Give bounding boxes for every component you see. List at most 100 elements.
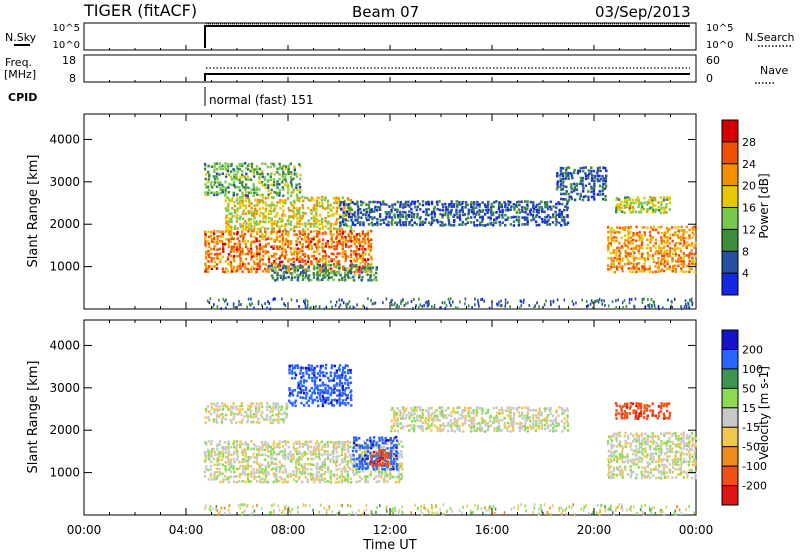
range-cell <box>344 245 348 248</box>
range-cell <box>264 183 267 186</box>
range-cell <box>288 371 291 375</box>
range-cell <box>347 267 350 270</box>
range-cell <box>205 186 208 189</box>
range-cell <box>355 245 358 248</box>
range-cell <box>392 475 395 479</box>
speckle-cell <box>304 298 307 302</box>
range-cell <box>284 250 288 254</box>
speckle-cell <box>323 307 326 311</box>
range-cell <box>306 468 309 471</box>
range-cell <box>216 453 219 456</box>
range-cell <box>238 264 241 268</box>
range-cell <box>310 262 313 266</box>
range-cell <box>607 257 610 260</box>
range-cell <box>330 269 333 272</box>
range-cell <box>218 450 221 454</box>
range-cell <box>663 244 666 248</box>
range-cell <box>380 452 384 455</box>
range-cell <box>268 267 271 270</box>
range-cell <box>230 225 233 229</box>
range-cell <box>526 411 529 415</box>
range-cell <box>340 470 343 473</box>
range-cell <box>571 176 574 180</box>
speckle-cell <box>354 306 356 310</box>
range-cell <box>424 421 428 425</box>
range-cell <box>544 215 547 219</box>
range-cell <box>615 437 618 440</box>
range-cell <box>235 248 238 251</box>
range-cell <box>338 206 341 210</box>
range-cell <box>233 185 237 189</box>
range-cell <box>247 186 250 190</box>
range-cell <box>397 475 401 479</box>
range-cell <box>324 271 327 274</box>
range-cell <box>218 247 222 251</box>
range-cell <box>410 207 413 211</box>
speckle-cell <box>654 306 657 310</box>
range-cell <box>327 402 330 405</box>
range-cell <box>397 467 401 471</box>
range-cell <box>240 421 244 424</box>
range-cell <box>315 475 318 479</box>
range-cell <box>295 233 298 236</box>
range-cell <box>293 201 296 204</box>
range-cell <box>386 447 389 450</box>
range-cell <box>239 250 242 254</box>
range-cell <box>293 229 296 233</box>
range-cell <box>373 200 376 204</box>
range-cell <box>224 191 227 195</box>
range-cell <box>407 203 410 207</box>
range-cell <box>289 475 293 478</box>
range-cell <box>660 259 663 263</box>
range-cell <box>441 215 444 219</box>
range-cell <box>649 238 653 242</box>
range-cell <box>239 440 242 443</box>
range-cell <box>232 267 235 271</box>
speckle-cell <box>213 303 215 307</box>
range-cell <box>442 427 445 431</box>
range-cell <box>558 174 562 177</box>
range-cell <box>537 208 541 212</box>
range-cell <box>321 227 324 230</box>
range-cell <box>227 460 230 463</box>
range-cell <box>275 257 278 261</box>
speckle-cell <box>650 298 653 301</box>
range-cell <box>655 476 658 480</box>
range-cell <box>648 447 652 451</box>
power-data-layer <box>203 162 697 311</box>
range-cell <box>602 177 605 181</box>
speckle-cell <box>304 303 307 307</box>
range-cell <box>281 214 284 217</box>
range-cell <box>264 162 267 166</box>
scatter-region-1 <box>204 401 289 425</box>
range-cell <box>329 214 333 217</box>
range-cell <box>335 477 339 481</box>
range-cell <box>475 206 478 209</box>
range-cell <box>367 230 370 233</box>
range-cell <box>343 445 346 449</box>
range-cell <box>273 238 276 241</box>
range-cell <box>244 448 247 451</box>
range-cell <box>367 253 371 256</box>
range-cell <box>267 196 270 199</box>
range-cell <box>297 276 300 279</box>
range-cell <box>346 440 349 443</box>
range-cell <box>501 221 504 224</box>
range-cell <box>651 196 654 200</box>
range-cell <box>526 419 529 422</box>
range-cell <box>289 250 293 254</box>
range-cell <box>624 439 627 443</box>
cpid-label: CPID <box>8 91 37 104</box>
range-cell <box>383 468 386 471</box>
range-cell <box>241 180 244 184</box>
range-cell <box>632 463 635 466</box>
range-cell <box>358 274 361 277</box>
range-cell <box>278 410 281 414</box>
speckle-cell <box>662 306 664 310</box>
speckle-cell <box>309 307 311 311</box>
range-cell <box>367 247 370 250</box>
range-cell <box>592 169 596 173</box>
range-cell <box>401 445 404 448</box>
range-cell <box>401 406 405 409</box>
range-cell <box>541 419 544 422</box>
